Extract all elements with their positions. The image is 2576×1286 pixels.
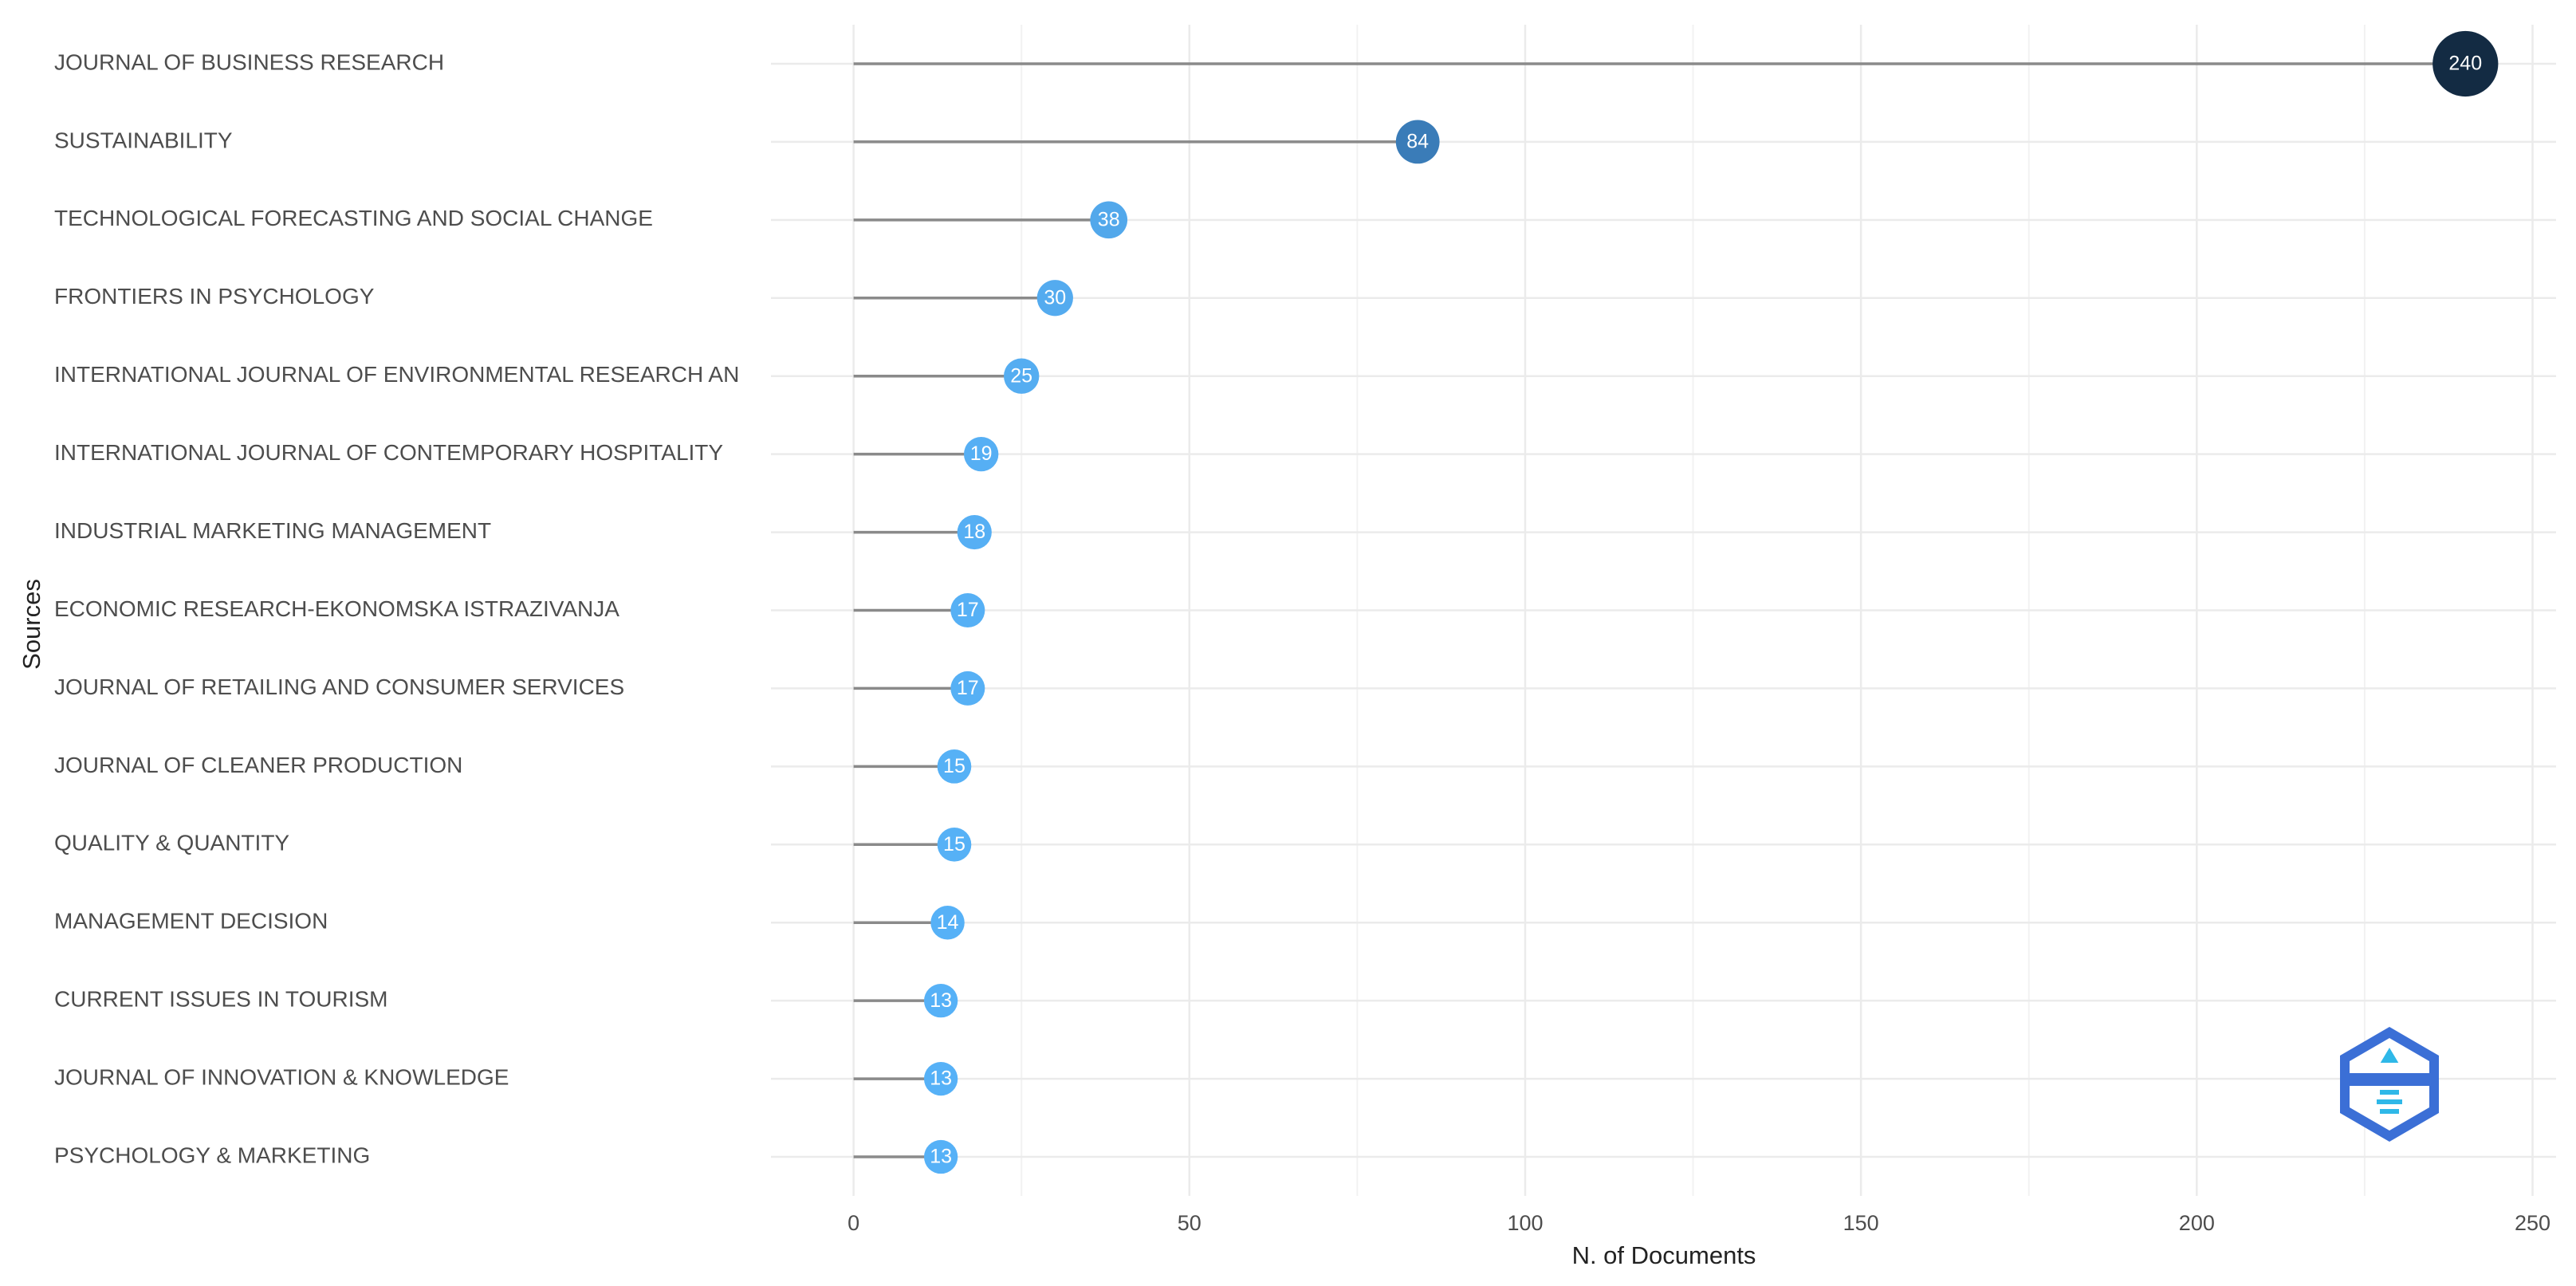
- dot: [923, 984, 958, 1018]
- y-tick-label: SUSTAINABILITY: [54, 128, 233, 152]
- value-label: 25: [1010, 364, 1032, 387]
- dot: [923, 1061, 958, 1096]
- value-label: 17: [957, 599, 979, 621]
- dot: [1004, 358, 1040, 394]
- value-label: 19: [970, 442, 993, 465]
- x-tick-label: 200: [2179, 1211, 2215, 1235]
- value-label: 15: [943, 755, 966, 777]
- dot: [950, 593, 985, 627]
- value-label: 30: [1044, 286, 1066, 309]
- y-tick-label: INTERNATIONAL JOURNAL OF CONTEMPORARY HO…: [54, 440, 723, 465]
- y-tick-label: FRONTIERS IN PSYCHOLOGY: [54, 284, 375, 309]
- value-label: 38: [1098, 208, 1120, 230]
- logo-band: [2345, 1073, 2434, 1086]
- y-tick-label: TECHNOLOGICAL FORECASTING AND SOCIAL CHA…: [54, 206, 653, 230]
- x-tick-label: 150: [1843, 1211, 1879, 1235]
- y-tick-label: INDUSTRIAL MARKETING MANAGEMENT: [54, 518, 491, 543]
- y-tick-label: JOURNAL OF INNOVATION & KNOWLEDGE: [54, 1064, 509, 1089]
- x-axis-title: N. of Documents: [1572, 1241, 1756, 1269]
- dot: [950, 671, 985, 706]
- dot: [930, 906, 965, 940]
- x-tick-label: 250: [2515, 1211, 2550, 1235]
- y-tick-label: JOURNAL OF BUSINESS RESEARCH: [54, 49, 444, 74]
- y-tick-label: ECONOMIC RESEARCH-EKONOMSKA ISTRAZIVANJA: [54, 596, 619, 621]
- value-label: 13: [930, 989, 952, 1012]
- dot: [923, 1139, 958, 1174]
- value-label: 13: [930, 1146, 952, 1168]
- dot: [963, 436, 999, 472]
- logo-mark: [2377, 1048, 2402, 1114]
- y-tick-label: CURRENT ISSUES IN TOURISM: [54, 987, 388, 1012]
- dot: [937, 749, 972, 784]
- x-tick-label: 100: [1507, 1211, 1543, 1235]
- value-label: 240: [2448, 53, 2482, 75]
- y-tick-label: QUALITY & QUANTITY: [54, 831, 289, 855]
- dot: [2432, 30, 2499, 97]
- value-label: 13: [930, 1068, 952, 1090]
- dot: [1395, 120, 1440, 164]
- value-label: 17: [957, 677, 979, 699]
- dot: [1036, 280, 1073, 317]
- x-tick-label: 0: [848, 1211, 859, 1235]
- y-tick-label: INTERNATIONAL JOURNAL OF ENVIRONMENTAL R…: [54, 362, 739, 387]
- y-tick-label: JOURNAL OF CLEANER PRODUCTION: [54, 753, 462, 777]
- y-tick-label: MANAGEMENT DECISION: [54, 909, 328, 934]
- dot: [937, 827, 972, 862]
- value-label: 18: [963, 521, 985, 543]
- dot: [1090, 201, 1128, 239]
- value-label: 84: [1406, 131, 1429, 153]
- value-label: 15: [943, 833, 966, 855]
- logo: [2340, 1027, 2439, 1142]
- y-axis-title: Sources: [18, 579, 45, 670]
- y-tick-label: JOURNAL OF RETAILING AND CONSUMER SERVIC…: [54, 674, 624, 699]
- x-tick-label: 50: [1178, 1211, 1201, 1235]
- dot: [957, 514, 992, 550]
- value-label: 14: [937, 911, 959, 934]
- y-tick-label: PSYCHOLOGY & MARKETING: [54, 1142, 370, 1167]
